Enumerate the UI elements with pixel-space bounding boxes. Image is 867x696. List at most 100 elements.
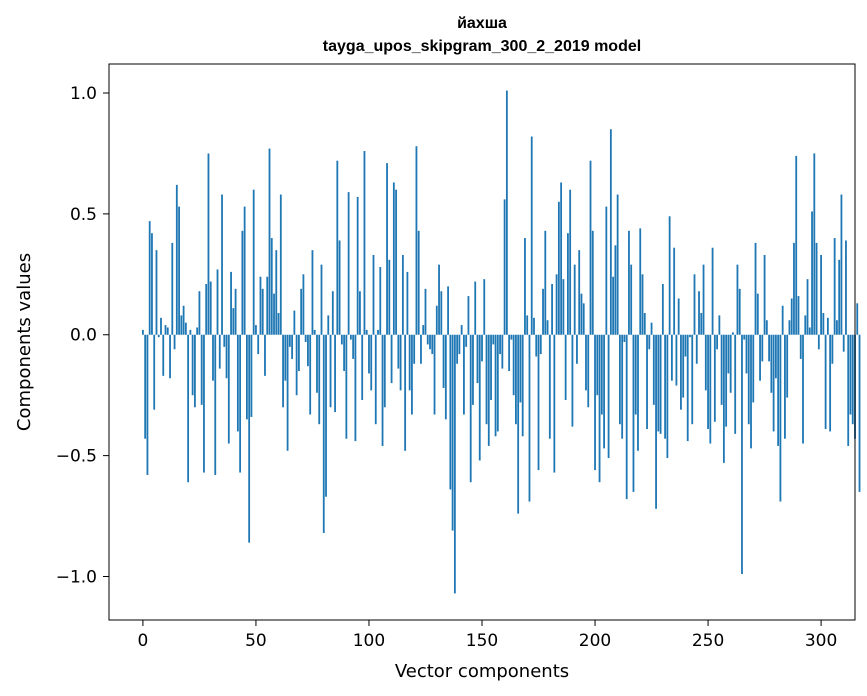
bar-82: [327, 315, 330, 335]
bar-154: [490, 334, 492, 401]
bar-18: [182, 305, 185, 335]
bar-158: [499, 334, 501, 355]
bar-263: [736, 264, 739, 335]
bar-145: [469, 334, 472, 483]
bar-63: [284, 334, 287, 381]
bar-50: [255, 325, 257, 335]
bar-57: [270, 238, 273, 335]
bar-180: [548, 334, 551, 439]
y-tick-label: −0.5: [56, 447, 97, 467]
bar-273: [759, 334, 761, 381]
bar-148: [476, 334, 479, 384]
bar-262: [734, 334, 737, 434]
bar-65: [288, 334, 291, 347]
bar-42: [236, 334, 239, 432]
bar-254: [716, 334, 719, 350]
bar-229: [659, 334, 662, 434]
bar-285: [786, 334, 789, 398]
bar-205: [605, 206, 608, 335]
bar-222: [643, 312, 646, 335]
bar-247: [700, 312, 703, 335]
bar-280: [774, 334, 777, 379]
bar-20: [187, 334, 190, 483]
x-tick-label: 50: [245, 631, 267, 651]
bar-52: [259, 276, 262, 335]
bar-141: [460, 325, 463, 335]
bar-189: [569, 189, 572, 335]
bar-55: [266, 276, 269, 335]
bar-6: [155, 250, 158, 335]
bar-35: [221, 194, 223, 335]
bar-120: [413, 334, 416, 364]
bar-220: [639, 228, 642, 335]
bar-77: [316, 334, 318, 393]
bar-190: [571, 334, 574, 427]
bar-25: [198, 291, 201, 335]
bar-306: [833, 238, 836, 335]
bar-250: [707, 334, 709, 430]
bar-101: [370, 334, 373, 391]
bar-135: [447, 286, 449, 335]
bar-140: [458, 334, 461, 355]
bar-3: [148, 221, 151, 335]
bar-142: [463, 334, 465, 415]
bar-22: [191, 334, 194, 396]
bar-288: [793, 242, 795, 335]
bar-310: [842, 334, 845, 352]
bar-314: [851, 334, 854, 425]
bar-278: [770, 334, 773, 393]
bar-28: [205, 283, 208, 335]
bar-276: [765, 320, 768, 335]
bar-86: [336, 160, 339, 335]
bar-103: [374, 334, 377, 425]
x-tick-label: 100: [353, 631, 385, 651]
bar-139: [456, 334, 459, 364]
bar-53: [261, 288, 264, 335]
bar-146: [472, 334, 474, 405]
bar-293: [804, 315, 807, 335]
bar-192: [576, 334, 578, 364]
bar-130: [435, 305, 438, 335]
bar-87: [338, 240, 341, 335]
bar-19: [184, 322, 187, 335]
bar-43: [239, 334, 242, 473]
bar-45: [243, 206, 246, 335]
bar-49: [252, 189, 255, 335]
bar-197: [587, 334, 590, 408]
bar-295: [808, 327, 811, 335]
bar-106: [381, 334, 384, 446]
bar-282: [779, 334, 782, 502]
bar-109: [388, 259, 391, 335]
bar-40: [232, 308, 235, 335]
bar-241: [686, 334, 689, 442]
bar-267: [745, 334, 748, 374]
bar-159: [501, 334, 504, 369]
bar-210: [616, 194, 619, 335]
bar-239: [682, 334, 685, 398]
bar-238: [680, 334, 682, 410]
bar-64: [286, 334, 289, 451]
bar-60: [277, 312, 280, 335]
bar-1: [144, 334, 147, 439]
bar-264: [738, 288, 741, 335]
bar-115: [401, 254, 404, 335]
bar-256: [720, 334, 723, 405]
bar-31: [212, 334, 214, 381]
bar-233: [668, 216, 671, 335]
bar-88: [340, 334, 343, 345]
bar-162: [508, 334, 511, 372]
bar-257: [722, 334, 725, 463]
bar-221: [641, 274, 644, 335]
bar-283: [781, 305, 784, 335]
bar-279: [772, 334, 775, 432]
bar-223: [646, 334, 648, 430]
bar-216: [630, 264, 633, 335]
bar-213: [623, 334, 626, 342]
y-tick-label: 1.0: [70, 84, 97, 104]
bar-258: [725, 334, 728, 427]
bar-62: [282, 334, 284, 408]
bar-149: [478, 334, 481, 461]
bar-206: [607, 334, 610, 459]
bar-85: [334, 334, 336, 413]
